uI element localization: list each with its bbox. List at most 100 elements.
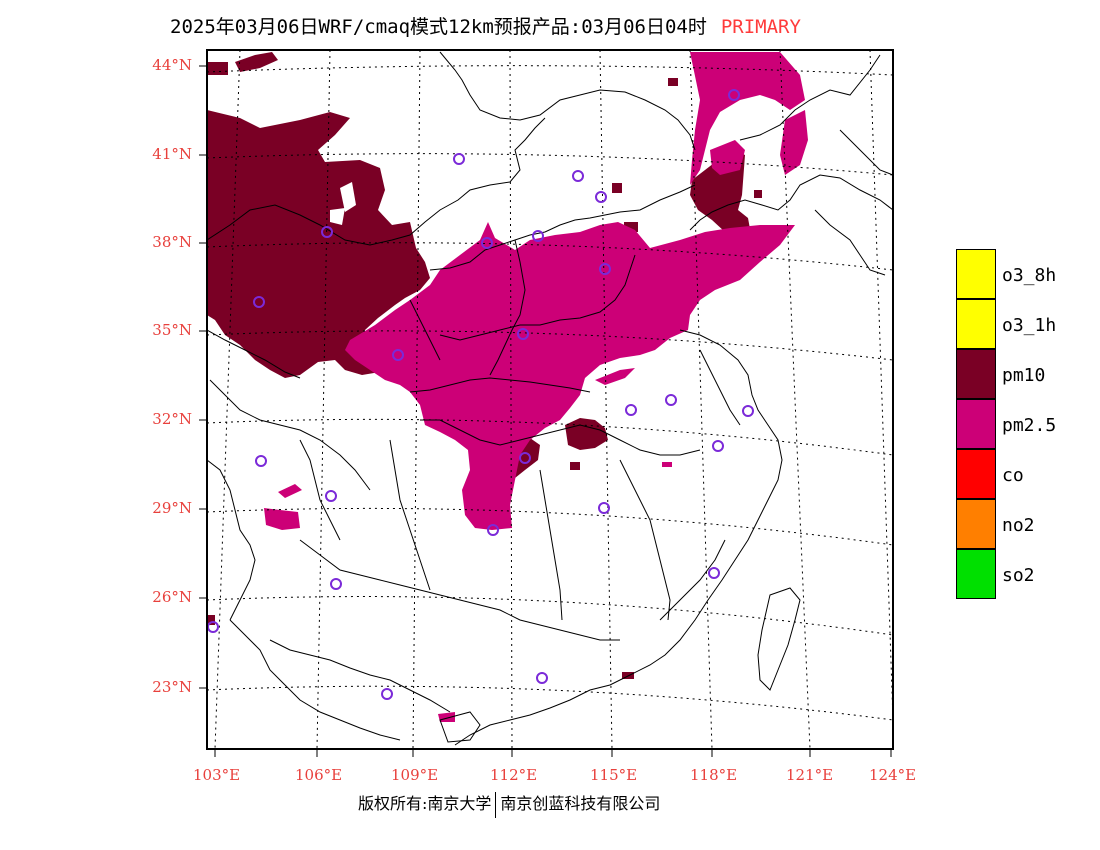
legend-label: pm10 — [1002, 365, 1046, 386]
legend-label: pm2.5 — [1002, 415, 1057, 436]
station-marker — [255, 455, 267, 467]
graticule-lat-29 — [207, 507, 893, 546]
graticule-lon-103 — [214, 50, 241, 749]
copyright-left: 版权所有:南京大学 — [358, 794, 492, 813]
pm25-sichuan-blob — [264, 508, 300, 530]
station-marker — [453, 153, 465, 165]
map-frame — [206, 49, 894, 750]
legend-label: no2 — [1002, 515, 1035, 536]
station-marker — [625, 404, 637, 416]
boundary-yangtze-1 — [409, 377, 591, 393]
boundary-guizhou — [299, 539, 620, 641]
lon-label-124: 124°E — [869, 766, 917, 784]
pm25-sichuan-strip — [278, 484, 302, 498]
pm25-regions — [264, 52, 808, 722]
graticule-lon-124 — [869, 50, 893, 721]
boundary-jiangxi — [619, 459, 671, 621]
boundary-henan — [439, 254, 636, 341]
ticks — [199, 65, 892, 757]
graticule — [207, 50, 893, 749]
pm10-gap-1 — [340, 182, 356, 212]
lon-label-121: 121°E — [786, 766, 834, 784]
legend-swatch — [956, 399, 996, 449]
graticule-lat-35 — [207, 330, 893, 361]
boundary-yunnan-guizhou — [299, 439, 341, 541]
graticule-lat-32 — [207, 418, 893, 456]
boundary-north-china-plain — [429, 184, 696, 271]
boundary-guangxi — [269, 639, 451, 713]
stations — [207, 89, 754, 700]
pm10-speck-7 — [570, 462, 580, 470]
boundary-northeast-coast — [814, 209, 886, 276]
graticule-lat-44 — [207, 65, 893, 76]
legend-label: o3_1h — [1002, 315, 1057, 336]
boundary-yangtze-2 — [420, 419, 701, 456]
station-marker — [330, 578, 342, 590]
legend-label: so2 — [1002, 565, 1035, 586]
graticule-lon-115 — [599, 50, 613, 749]
graticule-lat-41 — [207, 153, 893, 176]
map-title-tag: PRIMARY — [720, 16, 801, 38]
lat-label-44: 44°N — [152, 56, 192, 74]
boundary-qinghai — [207, 329, 301, 379]
boundary-west-2 — [229, 619, 401, 741]
legend-label: o3_8h — [1002, 265, 1057, 286]
pm10-speck-2 — [668, 78, 678, 86]
boundary-west-1 — [207, 459, 256, 621]
graticule-lon-118 — [689, 50, 713, 749]
station-marker — [536, 672, 548, 684]
legend-swatch — [956, 549, 996, 599]
station-marker — [708, 567, 720, 579]
lon-label-106: 106°E — [295, 766, 343, 784]
pm10-speck-1 — [612, 183, 622, 193]
pm10-speck-4 — [754, 190, 762, 198]
station-marker — [517, 328, 529, 340]
lat-label-38: 38°N — [152, 233, 192, 251]
boundary-taiwan — [757, 587, 801, 691]
station-marker — [487, 524, 499, 536]
boundary-east-coast — [454, 329, 783, 746]
pm10-gap-2 — [330, 208, 345, 225]
pm25-jiangxi-speck — [662, 462, 672, 467]
pm10-northeast — [690, 150, 752, 245]
station-marker — [712, 440, 724, 452]
station-marker — [599, 263, 611, 275]
legend-label: co — [1002, 465, 1024, 486]
legend-swatch — [956, 449, 996, 499]
pm25-shandong-strip — [595, 368, 635, 385]
station-marker — [321, 226, 333, 238]
boundary-hainan — [439, 711, 481, 743]
footer-separator — [495, 791, 497, 818]
pm25-ne-inner-2 — [780, 110, 808, 175]
station-marker — [381, 688, 393, 700]
graticule-lat-23 — [207, 685, 893, 721]
copyright-right: 南京创蓝科技有限公司 — [500, 794, 661, 813]
station-marker — [392, 349, 404, 361]
pm10-hubei-1 — [565, 418, 608, 450]
station-marker — [598, 502, 610, 514]
pm10-gaps — [330, 182, 356, 225]
station-marker — [481, 237, 493, 249]
lon-label-109: 109°E — [391, 766, 439, 784]
lat-label-23: 23°N — [152, 678, 192, 696]
lat-label-26: 26°N — [152, 588, 192, 606]
legend-swatch — [956, 499, 996, 549]
pm10-top-strip — [235, 52, 278, 72]
pm25-northeast-band — [690, 52, 805, 185]
boundary-anhui — [699, 349, 741, 426]
graticule-lon-109 — [412, 50, 421, 749]
station-marker — [665, 394, 677, 406]
map-title: 2025年03月06日WRF/cmaq模式12km预报产品:03月06日04时 P… — [170, 12, 801, 39]
lat-label-41: 41°N — [152, 145, 192, 163]
legend-swatch — [956, 299, 996, 349]
graticule-lat-38 — [207, 242, 893, 271]
pm25-ne-inner-1 — [710, 140, 745, 175]
lon-label-115: 115°E — [590, 766, 638, 784]
graticule-lon-112 — [509, 50, 513, 749]
lon-label-112: 112°E — [490, 766, 538, 784]
boundary-shanxi — [409, 299, 441, 361]
boundary-hebei — [489, 239, 526, 376]
lat-label-29: 29°N — [152, 499, 192, 517]
station-marker — [572, 170, 584, 182]
map-title-text: 2025年03月06日WRF/cmaq模式12km预报产品:03月06日04时 — [170, 16, 707, 38]
